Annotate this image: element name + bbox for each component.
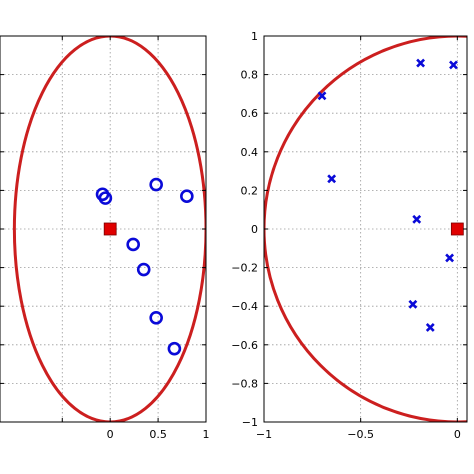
data-point xyxy=(449,60,458,70)
y-tick-label: 0.8 xyxy=(241,69,259,82)
data-point xyxy=(149,310,163,325)
data-point xyxy=(445,253,455,263)
x-tick-label: −1 xyxy=(256,428,272,441)
center-marker xyxy=(103,222,117,236)
x-tick-label: −0.5 xyxy=(347,428,374,441)
data-point xyxy=(98,191,113,205)
y-tick-label: 0.6 xyxy=(241,107,259,120)
center-marker xyxy=(450,222,464,236)
x-tick-label: 1 xyxy=(203,428,210,441)
data-point xyxy=(126,237,140,252)
y-tick-label: 0.2 xyxy=(241,184,259,197)
data-point xyxy=(149,177,163,192)
data-point xyxy=(180,189,194,203)
right-scatter-panel: −1 −0.5 0 −1 −0.8 −0.6 −0.4 −0.2 0 0.2 0.4 0.6 0.8 1 xyxy=(231,30,468,441)
y-tick-label: −0.6 xyxy=(231,339,258,352)
data-point xyxy=(412,214,422,224)
y-tick-label: −0.4 xyxy=(231,300,258,313)
y-tick-label: −0.8 xyxy=(231,377,258,390)
y-tick-label: 1 xyxy=(251,30,258,43)
x-tick-label: 0.5 xyxy=(149,428,167,441)
data-point xyxy=(317,91,327,101)
y-tick-label: 0 xyxy=(251,223,258,236)
x-tick-label: 0 xyxy=(454,428,461,441)
data-point xyxy=(136,262,151,277)
data-point xyxy=(416,58,426,68)
y-tick-label: 0.4 xyxy=(241,146,259,159)
data-point xyxy=(408,299,418,309)
unit-circle xyxy=(12,36,206,422)
data-point xyxy=(167,341,182,356)
axes-frame xyxy=(0,35,207,423)
data-point xyxy=(327,174,337,184)
x-tick-label: 0 xyxy=(107,428,114,441)
y-tick-label: −1 xyxy=(242,416,258,429)
y-tick-label: −0.2 xyxy=(231,262,258,275)
left-scatter-panel: 0 0.5 1 xyxy=(0,35,210,441)
data-point xyxy=(425,323,435,332)
